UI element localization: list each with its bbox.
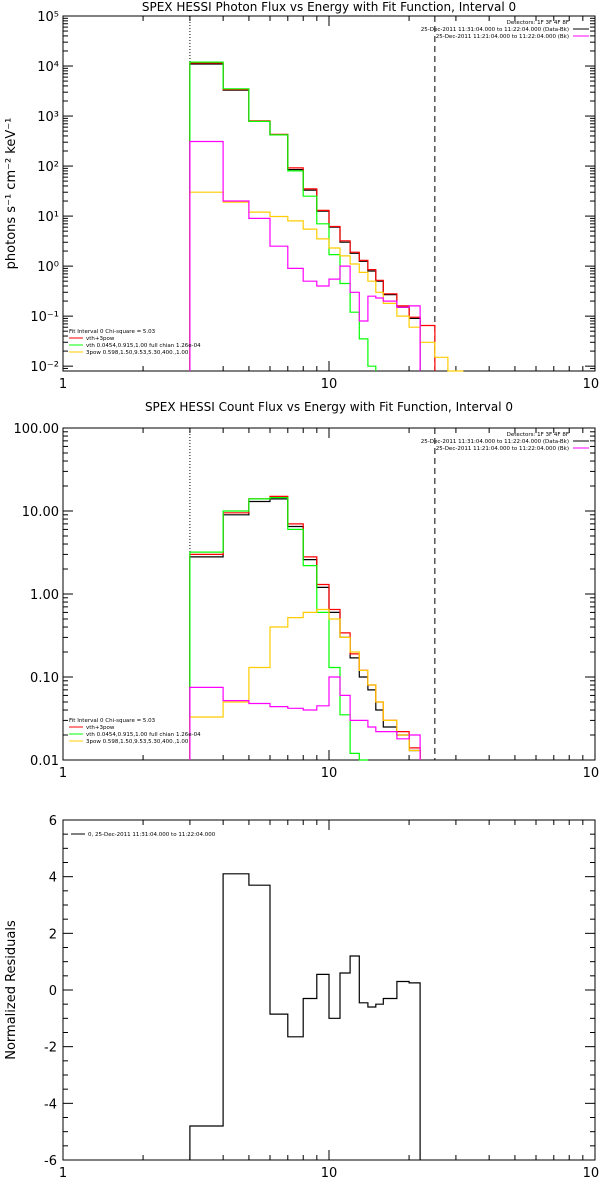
- chart-title: SPEX HESSI Photon Flux vs Energy with Fi…: [142, 0, 516, 14]
- y-tick-label: 10³: [37, 110, 59, 125]
- photon-flux-panel: 1 10 100 10⁻² 10⁻¹ 10⁰ 10¹ 10² 10³ 10⁴ 10⁵ SPEX HES…: [4, 0, 600, 392]
- y-tick-label: 4: [49, 871, 57, 886]
- x-tick-label: 100: [583, 377, 600, 392]
- legend-entry: vth+3pow: [86, 725, 115, 731]
- x-tick-label: 1: [59, 766, 67, 781]
- y-axis-label: Normalized Residuals: [4, 920, 19, 1060]
- chart-title: SPEX HESSI Count Flux vs Energy with Fit…: [145, 400, 513, 414]
- y-tick-label: 10⁻²: [30, 360, 59, 375]
- y-tick-label: -2: [44, 1041, 57, 1056]
- y-tick-label: 1.00: [30, 588, 59, 603]
- legend-entry: 25-Dec-2011 11:31:04.000 to 11:22:04.000…: [421, 439, 569, 445]
- x-tick-label: 1: [59, 1166, 67, 1181]
- legend-entry: Fit Interval 0 Chi-square = 5.03: [69, 718, 156, 724]
- y-axis-label: photons s⁻¹ cm⁻² keV⁻¹: [4, 118, 19, 270]
- plot-frame: [62, 15, 596, 372]
- y-tick-label: 100.00: [14, 422, 60, 437]
- y-tick-label: 6: [49, 814, 57, 829]
- y-tick-label: 10.00: [22, 505, 59, 520]
- legend-entry: 25-Dec-2011 11:31:04.000 to 11:22:04.000…: [421, 27, 569, 33]
- x-tick-label: 10: [321, 377, 338, 392]
- legend-entry: vth+3pow: [86, 336, 115, 342]
- x-tick-label: 100: [583, 1166, 600, 1181]
- legend-entry: vth 0.0454,0.915,1.00 full chian 1.26e-0…: [86, 343, 201, 349]
- x-tick-label: 1: [59, 377, 67, 392]
- series-line-0: [189, 63, 421, 371]
- legend-entry: 3pow 0.598,1.50,9.53,5.30,400.,1.00: [86, 350, 189, 356]
- series-line-0: [189, 873, 421, 1160]
- legend-entry: 25-Dec-2011 11:21:04.000 to 11:22:04.000…: [436, 446, 569, 452]
- y-tick-label: 2: [49, 927, 57, 942]
- legend-entry: vth 0.0454,0.915,1.00 full chian 1.26e-0…: [86, 732, 201, 738]
- y-tick-label: 0: [49, 984, 57, 999]
- y-tick-label: -4: [44, 1097, 57, 1112]
- series-line-1: [189, 62, 436, 371]
- legend-entry: 25-Dec-2011 11:21:04.000 to 11:22:04.000…: [436, 34, 569, 40]
- series-line-4: [189, 676, 421, 760]
- legend-entry: Fit Interval 0 Chi-square = 5.03: [69, 329, 156, 335]
- count-flux-panel: 1 10 100 0.01 0.10 1.00 10.00 100.00 SPEX HESSI …: [14, 400, 600, 781]
- y-tick-label: 10⁴: [37, 60, 59, 75]
- x-tick-label: 10: [321, 1166, 338, 1181]
- series-line-3: [189, 608, 421, 760]
- y-tick-label: 10⁰: [37, 260, 59, 275]
- x-tick-label: 10: [321, 766, 338, 781]
- y-tick-label: 0.10: [30, 671, 59, 686]
- y-tick-label: 10⁵: [37, 10, 59, 25]
- series-line-2: [189, 61, 377, 371]
- legend-entry: Detectors: 1F 3F 4F 8F: [507, 432, 569, 438]
- y-tick-label: 10⁻¹: [30, 310, 59, 325]
- series-line-3: [189, 191, 464, 372]
- y-tick-label: -6: [44, 1154, 57, 1169]
- residuals-panel: 1 10 100 -6 -4 -2 0 2 4 6 Normalized Residuals 0, 2…: [4, 814, 600, 1181]
- legend-entry: 3pow 0.598,1.50,9.53,5.30,400.,1.00: [86, 739, 189, 745]
- series-line-2: [189, 497, 368, 761]
- legend-entry: Detectors: 1F 3F 4F 8F: [507, 20, 569, 26]
- y-tick-label: 10²: [37, 160, 59, 175]
- x-tick-label: 100: [583, 766, 600, 781]
- y-tick-label: 0.01: [30, 754, 59, 769]
- legend-entry: 0, 25-Dec-2011 11:31:04.000 to 11:22:04.…: [88, 832, 216, 838]
- series-line-4: [189, 140, 421, 371]
- y-tick-label: 10¹: [37, 210, 59, 225]
